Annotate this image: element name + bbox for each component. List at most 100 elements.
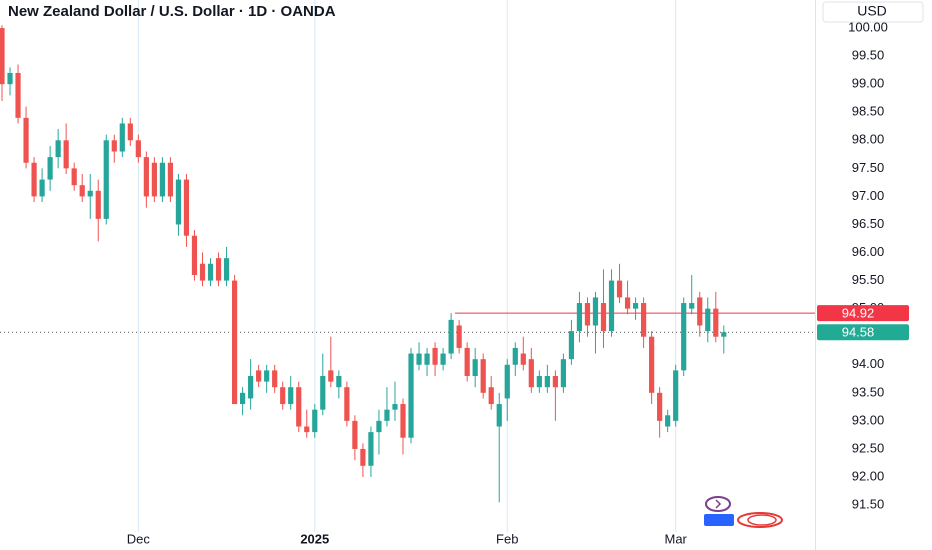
y-tick-label: 99.00 (852, 76, 885, 91)
candle-body (568, 331, 575, 360)
candle-body (63, 140, 69, 169)
candle-body (111, 140, 117, 152)
y-tick-label: 97.50 (852, 160, 885, 175)
currency: USD (857, 3, 887, 19)
y-tick-label: 96.50 (852, 216, 885, 231)
candle-body (384, 409, 390, 421)
currency-box (822, 1, 924, 23)
candle-body (360, 448, 366, 466)
candle-body (167, 162, 174, 197)
candle-body (304, 426, 310, 433)
candle-body (440, 353, 446, 365)
candle-body (95, 190, 101, 219)
candle-body (464, 347, 470, 376)
candle-body (352, 420, 358, 449)
y-tick-label: 93.00 (852, 412, 885, 427)
candle-body (416, 353, 422, 365)
price-label: 94.92 (842, 306, 875, 321)
y-tick-label: 93.50 (852, 384, 885, 399)
candle-body (312, 409, 318, 433)
candle-body (7, 72, 13, 85)
candle-body (705, 308, 711, 332)
candle-body (424, 353, 430, 365)
candle-body (159, 162, 165, 197)
candle-body (721, 332, 727, 337)
y-tick-label: 91.50 (852, 497, 885, 512)
candle-body (632, 303, 639, 309)
candle-body (23, 117, 29, 163)
candle-body (480, 359, 486, 393)
y-tick-label: 98.50 (852, 104, 885, 119)
candle-body (456, 325, 462, 348)
candle-body (328, 370, 334, 382)
candle-body (697, 297, 703, 326)
candle-body (689, 303, 695, 309)
candle-body (592, 297, 599, 326)
candle-body (560, 359, 566, 388)
y-tick-label: 96.00 (852, 244, 885, 259)
candle-body (183, 179, 190, 236)
candle-body (55, 140, 61, 158)
candle-body (665, 415, 671, 427)
x-tick-label: Mar (664, 531, 687, 546)
candle-body (191, 235, 198, 275)
y-tick-label: 95.50 (852, 272, 885, 287)
candle-body (552, 375, 558, 388)
candle-body (584, 303, 591, 326)
candle-body (336, 375, 342, 388)
candle-body (488, 387, 494, 405)
candle-body (264, 370, 270, 382)
candle-body (240, 392, 246, 405)
y-tick-label: 98.00 (852, 132, 885, 147)
candle-body (175, 179, 182, 225)
candle-body (713, 308, 719, 337)
candle-body (207, 263, 214, 281)
x-tick-label: Dec (127, 531, 151, 546)
candle-body (432, 347, 438, 365)
candle-body (536, 375, 542, 388)
candle-body (127, 123, 133, 141)
candle-body (608, 280, 615, 332)
candle-body (649, 336, 655, 393)
y-tick-label: 97.00 (852, 188, 885, 203)
candle-body (47, 157, 53, 180)
candle-body (504, 364, 510, 399)
candle-body (681, 303, 687, 371)
candle-body (400, 404, 406, 438)
candle-body (576, 303, 583, 332)
candle-body (280, 387, 286, 405)
candle-body (87, 190, 93, 197)
candle-body (256, 370, 262, 382)
candle-body (624, 297, 631, 309)
candle-body (528, 359, 534, 388)
candle-body (39, 179, 45, 197)
candle-body (248, 375, 254, 399)
candle-body (448, 319, 454, 354)
candle-body (600, 303, 607, 332)
candle-body (272, 370, 278, 388)
candle-body (472, 359, 478, 376)
price-label-box (817, 305, 909, 322)
candle-body (223, 258, 230, 281)
y-tick-label: 99.50 (852, 48, 885, 63)
candle-body (143, 157, 149, 197)
price-label: 94.58 (842, 325, 875, 340)
y-tick-label: 100.00 (848, 19, 888, 34)
candle-body (673, 370, 679, 421)
candle-body (31, 162, 37, 197)
candle-body (103, 140, 109, 219)
price-label-box (817, 324, 909, 341)
candle-body (641, 303, 647, 337)
y-tick-label: 92.50 (852, 440, 885, 455)
candle-body (657, 392, 663, 421)
candle-body (119, 123, 125, 152)
candle-body (199, 263, 206, 281)
y-tick-label: 94.00 (852, 356, 885, 371)
chart-title: New Zealand Dollar / U.S. Dollar · 1D · … (8, 3, 336, 20)
candle-body (231, 280, 238, 405)
candle-body (71, 168, 77, 186)
candle-body (512, 347, 518, 365)
candle-body (392, 404, 398, 410)
candle-body (344, 387, 350, 421)
